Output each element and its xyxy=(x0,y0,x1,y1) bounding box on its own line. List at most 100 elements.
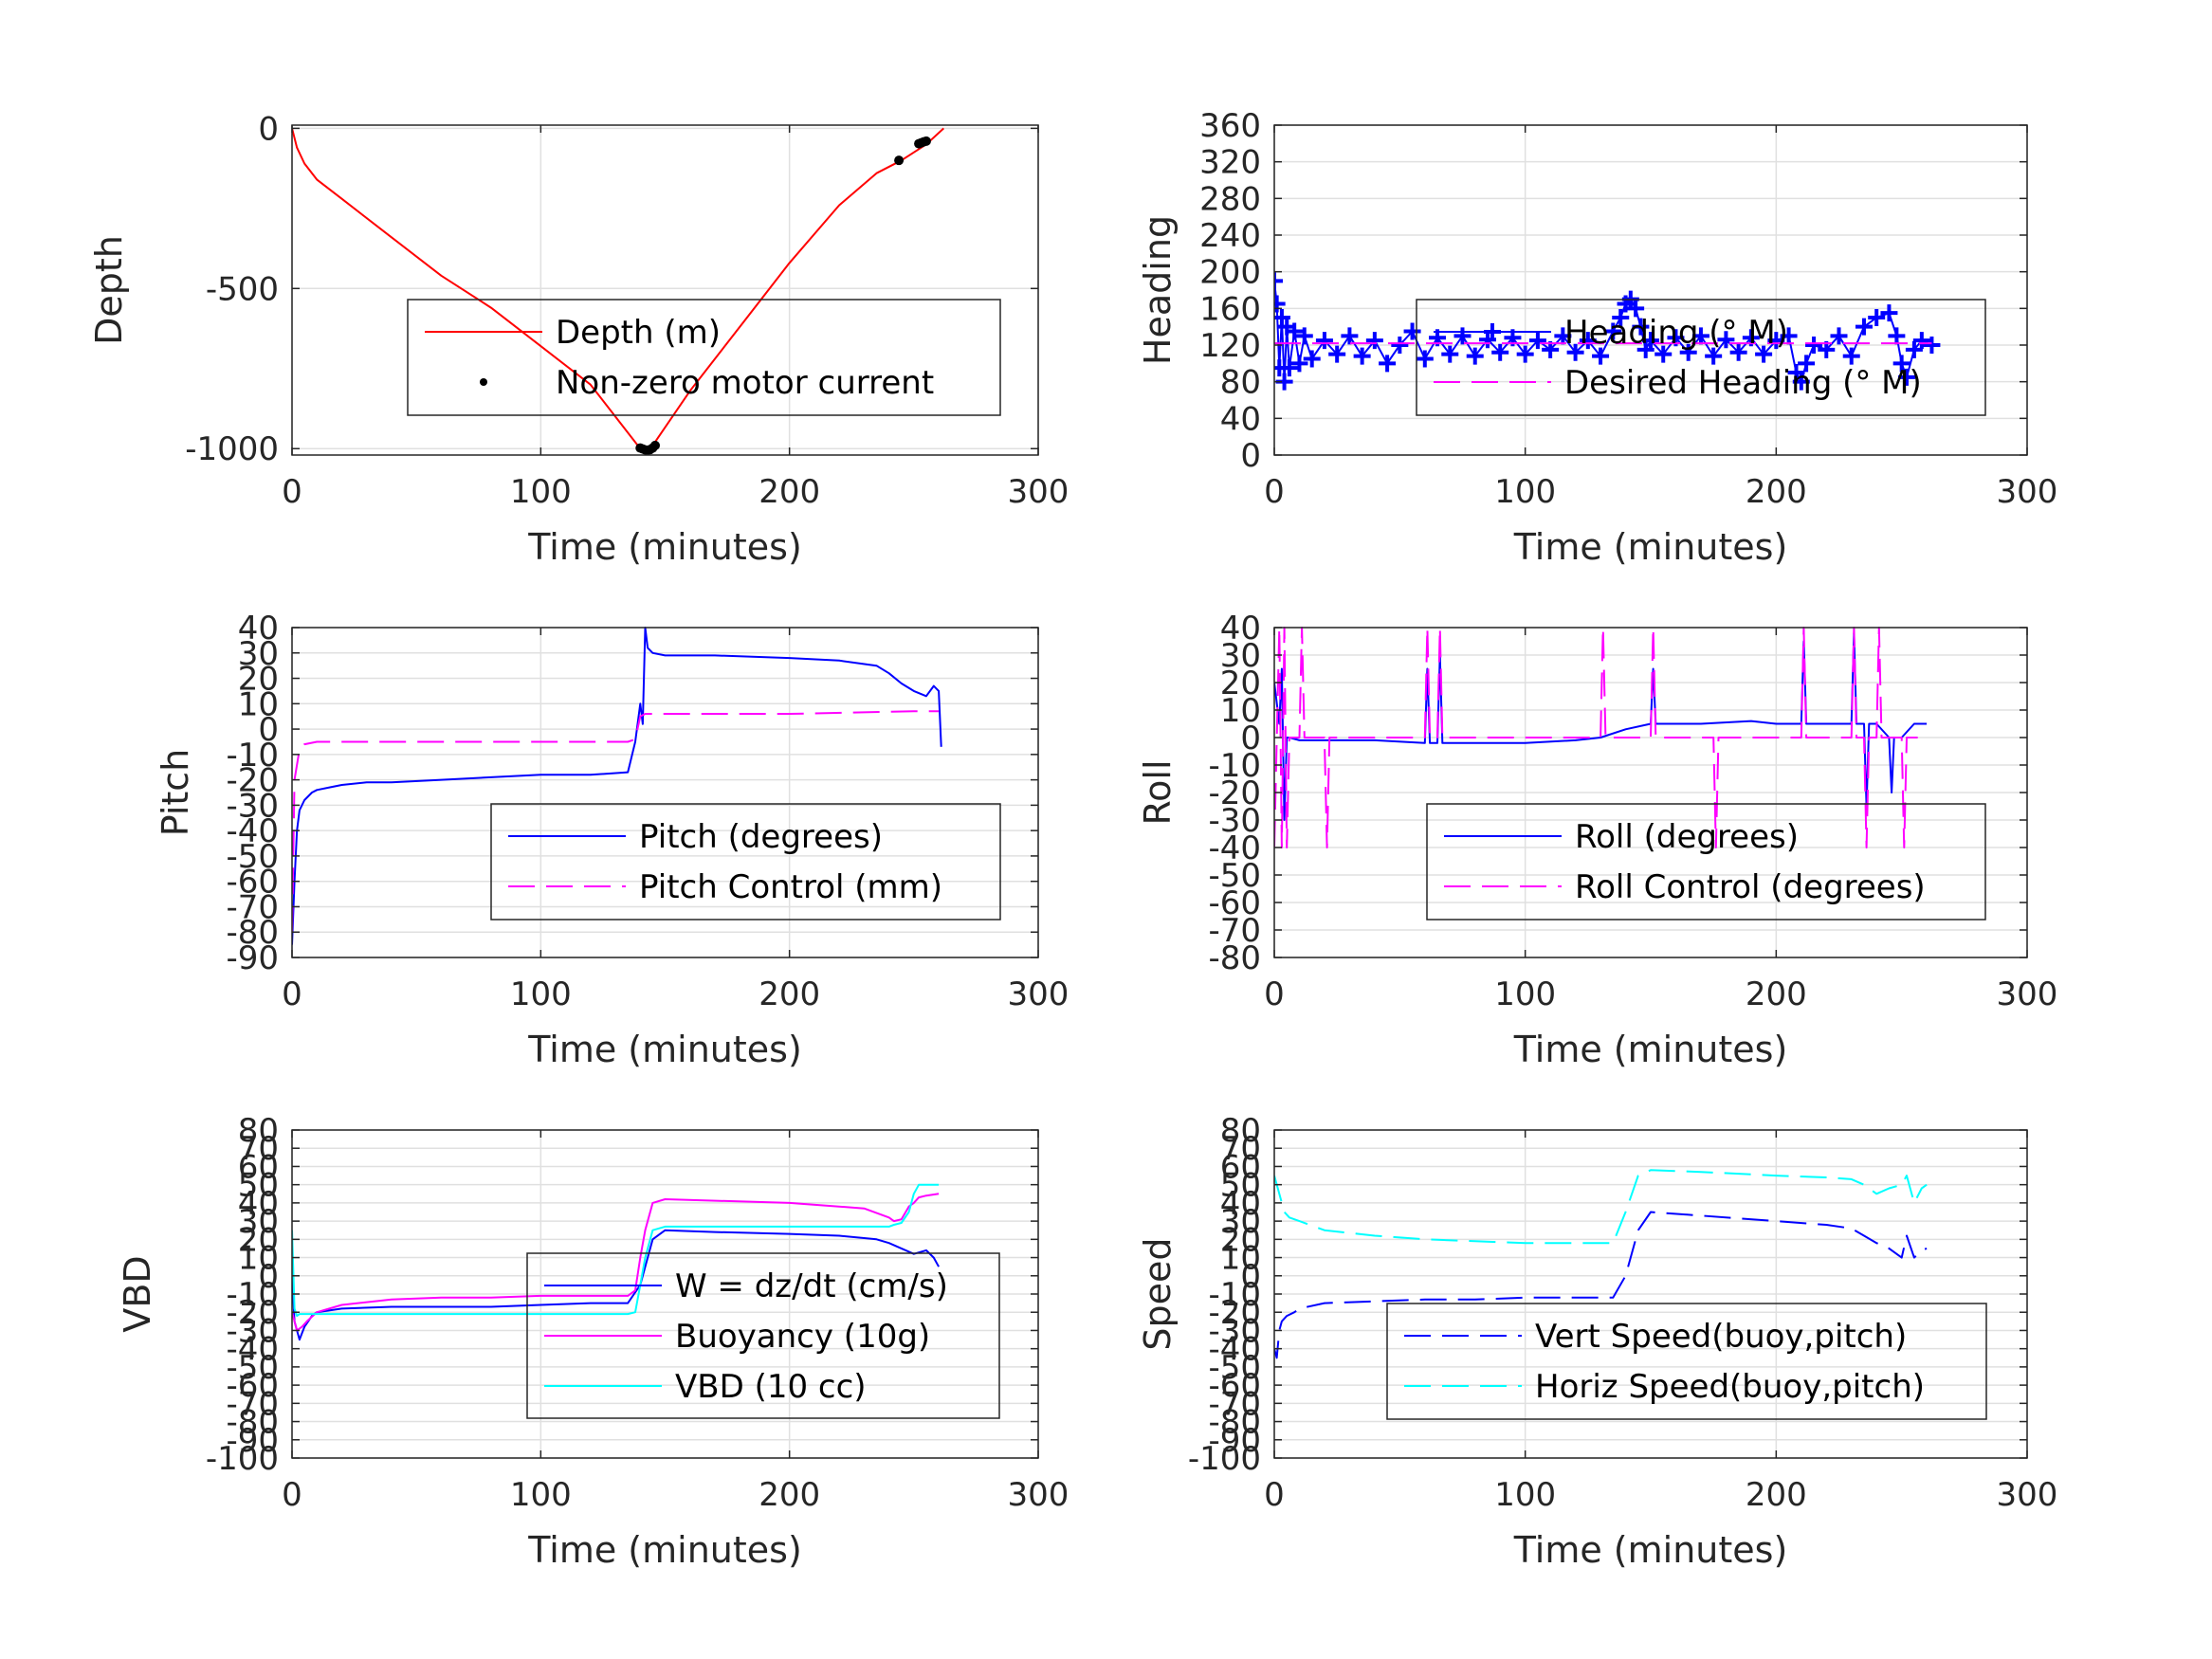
data-layer xyxy=(292,1183,940,1341)
y-tick-label: 70 xyxy=(1220,1130,1261,1168)
axes-box xyxy=(1273,124,2028,456)
y-tick-label: 20 xyxy=(238,1221,279,1259)
data-layer xyxy=(292,127,944,455)
heading-point xyxy=(1353,347,1371,365)
heading-point xyxy=(1528,332,1546,350)
x-tick-label: 200 xyxy=(1746,473,1807,511)
y-tick-label: 50 xyxy=(238,1167,279,1205)
heading-point xyxy=(1516,345,1534,363)
y-tick-label: 70 xyxy=(238,1130,279,1168)
y-tick-label: -80 xyxy=(1208,939,1261,977)
heading-point xyxy=(1274,309,1290,326)
y-tick-label: 30 xyxy=(1220,1203,1261,1241)
heading-point xyxy=(1923,337,1941,354)
x-tick-label: 100 xyxy=(1494,1476,1556,1514)
legend-box xyxy=(1386,1303,1987,1420)
heading-point xyxy=(1767,332,1785,350)
y-tick-label: 320 xyxy=(1199,144,1261,182)
heading-point xyxy=(1805,337,1823,354)
x-tick-label: 100 xyxy=(1494,975,1556,1013)
legend-entry-label: W = dz/dt (cm/s) xyxy=(675,1267,948,1305)
y-tick-label: -80 xyxy=(226,1404,279,1442)
heading-point xyxy=(1842,347,1860,365)
w-dz-dt-cm-s-series xyxy=(292,1229,940,1341)
y-tick-label: -70 xyxy=(1208,912,1261,950)
plot-area xyxy=(292,125,1038,455)
heading-point xyxy=(1416,350,1434,368)
heading-point xyxy=(1798,355,1816,373)
data-layer xyxy=(1274,627,1928,848)
x-tick-label: 200 xyxy=(759,473,820,511)
x-tick-label: 300 xyxy=(1997,975,2058,1013)
y-tick-label: 160 xyxy=(1199,290,1261,328)
y-axis-label: Heading xyxy=(1137,215,1179,365)
legend-box xyxy=(407,299,1001,416)
y-tick-label: 10 xyxy=(1220,1240,1261,1278)
x-tick-label: 0 xyxy=(282,473,302,511)
heading-point xyxy=(1792,373,1810,391)
heading-point xyxy=(1780,327,1798,345)
y-tick-label: -10 xyxy=(1208,1276,1261,1314)
heading-point xyxy=(1592,347,1610,365)
y-tick-label: 0 xyxy=(258,711,279,749)
heading-point xyxy=(1441,345,1459,363)
heading-point xyxy=(1303,350,1321,368)
legend: Depth (m) Non-zero motor current xyxy=(407,299,1001,416)
y-tick-label: -20 xyxy=(226,1294,279,1332)
y-tick-label: 20 xyxy=(1220,665,1261,702)
x-axis-label: Time (minutes) xyxy=(527,1029,802,1070)
y-tick-label: 50 xyxy=(1220,1167,1261,1205)
y-tick-label: 0 xyxy=(258,1258,279,1296)
y-tick-label: -50 xyxy=(1208,857,1261,895)
x-tick-label: 200 xyxy=(1746,975,1807,1013)
y-axis-label: Depth xyxy=(88,235,130,345)
legend-entry-label: Buoyancy (10g) xyxy=(675,1318,930,1356)
heading-point xyxy=(1897,368,1915,386)
heading-point xyxy=(1912,332,1930,350)
legend-box xyxy=(1416,299,1986,416)
heading-point xyxy=(1679,343,1697,361)
pitch-degrees-series xyxy=(292,627,942,945)
legend-entry-label: Heading (° M) xyxy=(1564,314,1788,352)
y-tick-label: -30 xyxy=(1208,802,1261,840)
data-layer xyxy=(292,627,942,945)
y-axis-label: Pitch xyxy=(155,749,196,837)
data-layer xyxy=(1274,1169,1928,1359)
pitch-panel: 0 100 200 300403020100-10-20-30-40-50-60-70… xyxy=(155,610,1069,1070)
legend-marker xyxy=(1484,323,1501,340)
legend-box xyxy=(1426,803,1986,921)
heading-point xyxy=(1717,331,1735,349)
y-tick-label: -60 xyxy=(1208,1367,1261,1405)
y-tick-label: 10 xyxy=(1220,692,1261,730)
y-tick-label: 20 xyxy=(1220,1221,1261,1259)
y-tick-label: 40 xyxy=(238,1185,279,1223)
x-tick-label: 200 xyxy=(759,1476,820,1514)
y-axis-label: Speed xyxy=(1137,1237,1179,1350)
legend: Roll (degrees) Roll Control (degrees) xyxy=(1426,803,1986,921)
heading-point xyxy=(1365,332,1383,350)
heading-point xyxy=(1286,322,1304,340)
legend: Vert Speed(buoy,pitch) Horiz Speed(buoy,p… xyxy=(1386,1303,1987,1420)
x-tick-label: 300 xyxy=(1008,975,1069,1013)
heading-point xyxy=(1642,332,1659,350)
x-tick-label: 0 xyxy=(1264,473,1285,511)
x-tick-label: 300 xyxy=(1997,1476,2058,1514)
heading-point xyxy=(1280,359,1298,377)
vert-speed-buoy-pitch-series xyxy=(1274,1211,1928,1359)
y-tick-label: -20 xyxy=(1208,1294,1261,1332)
y-tick-label: -40 xyxy=(226,1331,279,1369)
vbd-10-cc-series xyxy=(292,1183,940,1318)
roll-control-degrees-series xyxy=(1274,627,1928,848)
motor-current-point xyxy=(921,136,931,146)
plot-area xyxy=(292,628,1038,957)
y-tick-label: 30 xyxy=(1220,637,1261,675)
plot-area xyxy=(1274,125,2027,455)
y-tick-label: -30 xyxy=(226,787,279,825)
y-tick-label: 120 xyxy=(1199,327,1261,365)
x-tick-label: 100 xyxy=(510,1476,572,1514)
y-tick-label: -90 xyxy=(1208,1422,1261,1460)
y-tick-label: -60 xyxy=(226,1367,279,1405)
y-tick-label: -90 xyxy=(226,939,279,977)
heading-point xyxy=(1341,327,1359,345)
